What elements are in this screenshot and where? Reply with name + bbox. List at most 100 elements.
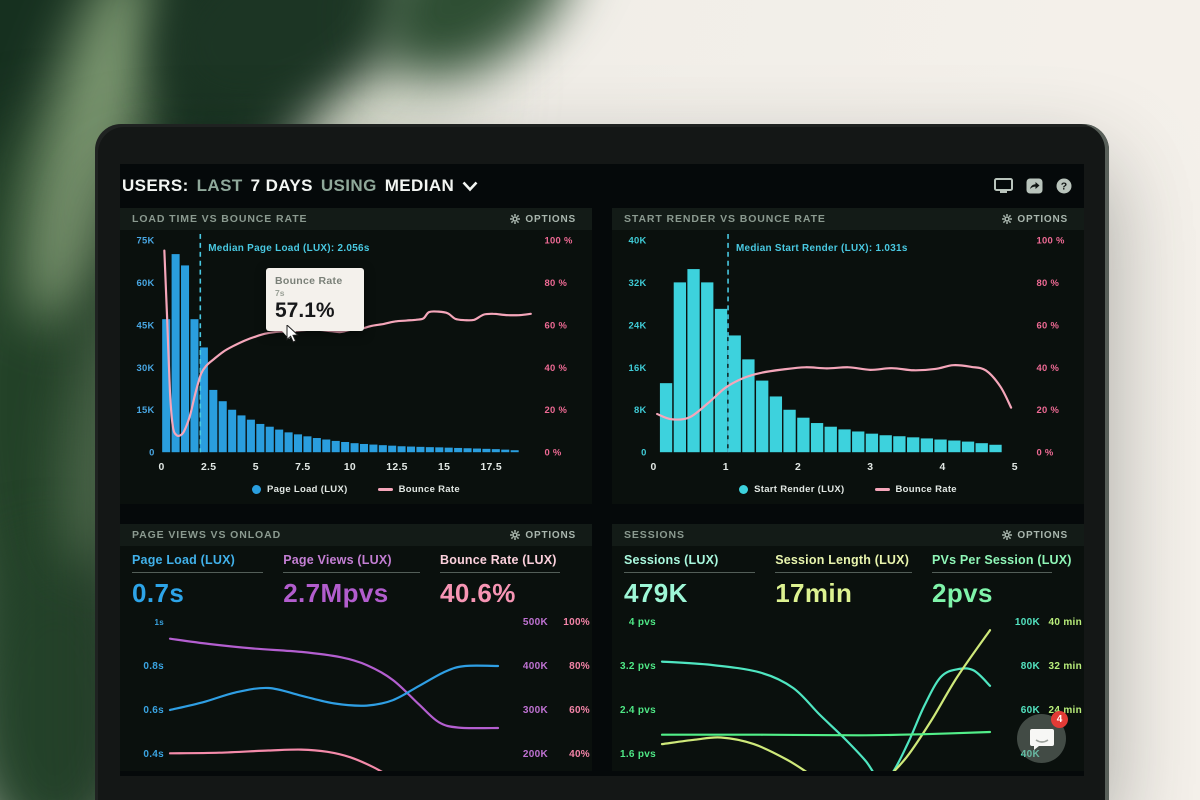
panel-title: PAGE VIEWS VS ONLOAD bbox=[132, 529, 282, 541]
svg-text:4 pvs: 4 pvs bbox=[629, 617, 656, 628]
svg-text:40%: 40% bbox=[569, 749, 590, 760]
options-label: OPTIONS bbox=[1017, 213, 1068, 225]
svg-text:0.6s: 0.6s bbox=[143, 705, 164, 716]
mouse-cursor-icon bbox=[286, 325, 299, 343]
series-line-icon bbox=[377, 487, 393, 491]
metric-underline bbox=[132, 572, 264, 573]
chat-bubble-button[interactable]: 4 bbox=[1017, 711, 1068, 763]
metric-label: Page Views (LUX) bbox=[283, 553, 392, 567]
svg-text:40K: 40K bbox=[1021, 749, 1041, 760]
header-segment: USERS: bbox=[122, 176, 189, 195]
panel-load-time-vs-bounce-rate: LOAD TIME VS BOUNCE RATE OPTIONS Median … bbox=[120, 208, 592, 504]
svg-text:30K: 30K bbox=[136, 362, 154, 373]
options-button[interactable]: OPTIONS bbox=[504, 529, 582, 542]
svg-text:40K: 40K bbox=[628, 234, 646, 245]
panel-title: START RENDER VS BOUNCE RATE bbox=[624, 213, 826, 225]
gear-icon bbox=[510, 214, 521, 224]
svg-text:300K: 300K bbox=[523, 705, 549, 716]
options-label: OPTIONS bbox=[525, 213, 576, 225]
metric-page-views: Page Views (LUX) 2.7Mpvs bbox=[283, 553, 440, 609]
svg-text:0.4s: 0.4s bbox=[143, 749, 164, 760]
svg-text:3: 3 bbox=[867, 462, 873, 473]
svg-text:17.5: 17.5 bbox=[480, 462, 501, 473]
metric-underline bbox=[932, 572, 1052, 573]
dashboard-screen: USERS: LAST 7 DAYS USING MEDIAN ? bbox=[120, 164, 1084, 776]
svg-text:20 %: 20 % bbox=[1036, 404, 1059, 415]
options-button[interactable]: OPTIONS bbox=[996, 529, 1074, 542]
svg-text:500K: 500K bbox=[523, 617, 549, 628]
metric-sessions: Sessions (LUX) 479K bbox=[624, 553, 775, 609]
svg-text:7.5: 7.5 bbox=[295, 462, 310, 473]
svg-text:5: 5 bbox=[253, 462, 259, 473]
svg-text:15: 15 bbox=[438, 462, 450, 473]
help-icon[interactable]: ? bbox=[1056, 178, 1072, 194]
gear-icon bbox=[510, 530, 521, 540]
svg-text:24 min: 24 min bbox=[1049, 705, 1082, 716]
page-views-onload-chart[interactable]: 1s 0.8s 0.6s 0.4s 500K 100% 400K 80% 300K 60% 200K… bbox=[120, 608, 592, 771]
header-segment: USING bbox=[320, 176, 377, 195]
sessions-chart[interactable]: 4 pvs 3.2 pvs 2.4 pvs 1.6 pvs 100K 40 min 80K 3… bbox=[612, 608, 1084, 771]
metric-session-length: Session Length (LUX) 17min bbox=[775, 553, 932, 609]
metric-underline bbox=[775, 572, 912, 573]
gear-icon bbox=[1002, 214, 1013, 224]
svg-text:16K: 16K bbox=[628, 362, 646, 373]
metric-underline bbox=[283, 572, 420, 573]
svg-text:32 min: 32 min bbox=[1049, 661, 1082, 672]
metric-value: 40.6% bbox=[440, 578, 516, 608]
tooltip-x-value: 7s bbox=[275, 288, 285, 298]
display-icon[interactable] bbox=[994, 178, 1013, 194]
legend-item[interactable]: Page Load (LUX) bbox=[252, 484, 348, 495]
svg-text:Median Start Render (LUX): 1.0: Median Start Render (LUX): 1.031s bbox=[736, 243, 908, 254]
metric-label: Session Length (LUX) bbox=[775, 553, 910, 567]
metric-value: 17min bbox=[775, 578, 853, 608]
metric-label: PVs Per Session (LUX) bbox=[932, 553, 1072, 567]
metric-row: Page Load (LUX) 0.7s Page Views (LUX) 2.… bbox=[120, 546, 592, 608]
svg-text:100K: 100K bbox=[1015, 617, 1041, 628]
svg-text:100%: 100% bbox=[563, 617, 590, 628]
users-range-dropdown[interactable]: USERS: LAST 7 DAYS USING MEDIAN bbox=[122, 176, 478, 196]
svg-text:60 %: 60 % bbox=[544, 319, 567, 330]
load-time-chart[interactable]: Median Page Load (LUX): 2.056s 75K 60K 45K 3… bbox=[120, 230, 592, 478]
svg-text:40 %: 40 % bbox=[544, 362, 567, 373]
metric-label: Bounce Rate (LUX) bbox=[440, 553, 557, 567]
hover-tooltip: Bounce Rate 7s 57.1% bbox=[266, 268, 364, 339]
svg-text:2.5: 2.5 bbox=[201, 462, 216, 473]
panel-page-views-vs-onload: PAGE VIEWS VS ONLOAD OPTIONS Page Load (… bbox=[120, 524, 592, 771]
chart-legend: Start Render (LUX) Bounce Rate bbox=[612, 478, 1084, 500]
metric-label: Page Load (LUX) bbox=[132, 553, 236, 567]
options-button[interactable]: OPTIONS bbox=[996, 213, 1074, 226]
metric-underline bbox=[624, 572, 756, 573]
options-button[interactable]: OPTIONS bbox=[504, 213, 582, 226]
chat-icon bbox=[1029, 728, 1054, 750]
svg-text:200K: 200K bbox=[523, 749, 549, 760]
svg-text:20 %: 20 % bbox=[544, 404, 567, 415]
svg-text:80 %: 80 % bbox=[544, 277, 567, 288]
svg-text:100 %: 100 % bbox=[1036, 234, 1064, 245]
svg-text:Median Page Load (LUX): 2.056s: Median Page Load (LUX): 2.056s bbox=[208, 243, 370, 254]
legend-item[interactable]: Bounce Rate bbox=[874, 484, 957, 495]
svg-text:400K: 400K bbox=[523, 661, 549, 672]
options-label: OPTIONS bbox=[525, 529, 576, 541]
metric-value: 0.7s bbox=[132, 578, 185, 608]
metric-underline bbox=[440, 572, 560, 573]
svg-text:45K: 45K bbox=[136, 319, 154, 330]
svg-text:0: 0 bbox=[159, 462, 165, 473]
legend-item[interactable]: Start Render (LUX) bbox=[739, 484, 844, 495]
panel-header: START RENDER VS BOUNCE RATE OPTIONS bbox=[612, 208, 1084, 230]
svg-text:?: ? bbox=[1061, 181, 1067, 193]
legend-item[interactable]: Bounce Rate bbox=[377, 484, 460, 495]
series-dot-icon bbox=[252, 484, 262, 494]
svg-text:1: 1 bbox=[723, 462, 729, 473]
svg-text:24K: 24K bbox=[628, 319, 646, 330]
metric-value: 479K bbox=[624, 578, 688, 608]
svg-text:1s: 1s bbox=[155, 618, 165, 627]
metric-page-load: Page Load (LUX) 0.7s bbox=[132, 553, 283, 609]
svg-text:15K: 15K bbox=[136, 404, 154, 415]
share-icon[interactable] bbox=[1026, 178, 1043, 194]
start-render-chart[interactable]: Median Start Render (LUX): 1.031s 40K 32K 2… bbox=[612, 230, 1084, 478]
panel-sessions: SESSIONS OPTIONS Sessions (LUX) 479K bbox=[612, 524, 1084, 771]
svg-text:5: 5 bbox=[1012, 462, 1018, 473]
svg-text:100 %: 100 % bbox=[544, 234, 572, 245]
svg-text:0 %: 0 % bbox=[1036, 447, 1053, 458]
